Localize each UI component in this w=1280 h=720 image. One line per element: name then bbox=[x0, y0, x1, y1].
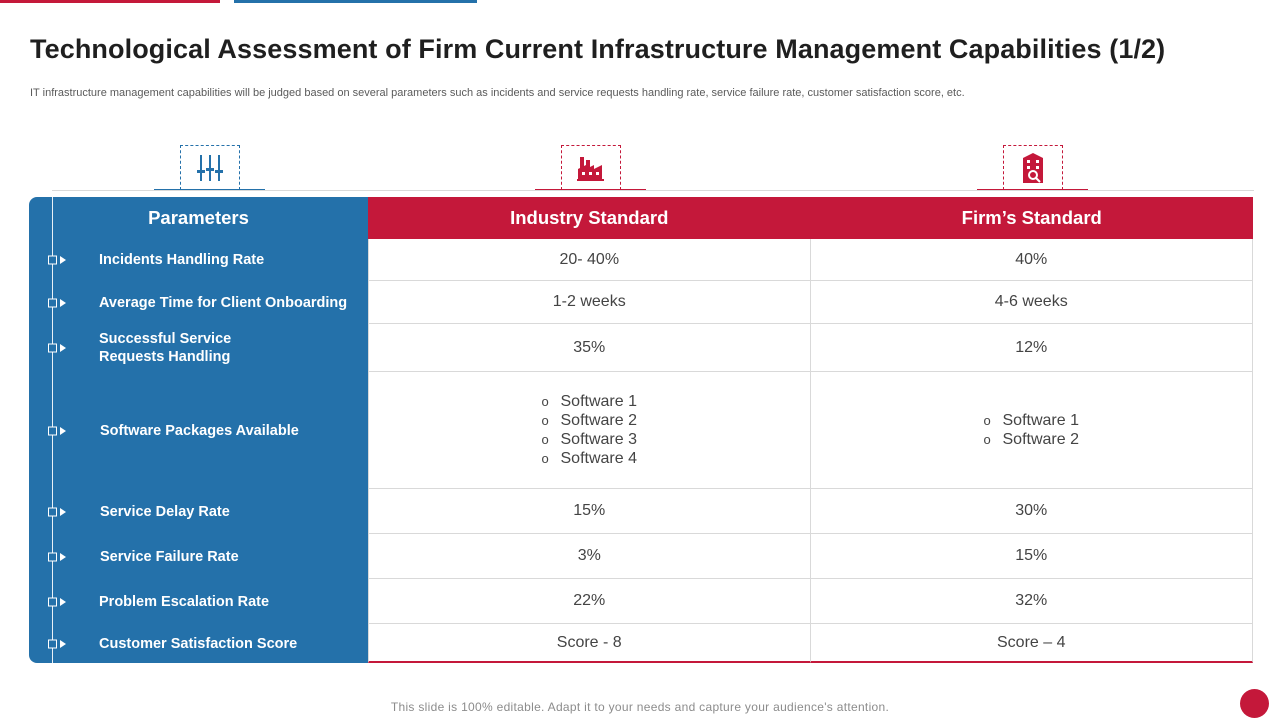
bullet-icon: o bbox=[983, 432, 991, 447]
firm-value: Score – 4 bbox=[810, 624, 1253, 663]
list-item: o Software 1 bbox=[541, 393, 637, 410]
page-badge bbox=[1240, 689, 1269, 718]
timeline-marker bbox=[48, 255, 57, 265]
industry-software-list: o Software 1 o Software 2 o Software 3 o Sof… bbox=[542, 392, 637, 468]
industry-value: 22% bbox=[368, 579, 811, 624]
table-row: Successful Service Requests Handling 35%… bbox=[29, 324, 1253, 372]
arrow-right-icon bbox=[60, 552, 66, 561]
parameter-label: Service Failure Rate bbox=[100, 548, 239, 565]
table-row: Service Delay Rate 15% 30% bbox=[29, 489, 1253, 534]
parameter-cell: Successful Service Requests Handling bbox=[29, 324, 368, 372]
arrow-right-icon bbox=[60, 507, 66, 516]
timeline-marker bbox=[48, 343, 57, 353]
firm-value: 32% bbox=[810, 579, 1253, 624]
bullet-icon: o bbox=[541, 432, 549, 447]
industry-value: 1-2 weeks bbox=[368, 281, 811, 324]
table-row: Software Packages Available o Software 1 … bbox=[29, 372, 1253, 489]
parameter-cell: Service Failure Rate bbox=[29, 534, 368, 579]
timeline-marker bbox=[48, 552, 57, 561]
industry-value: 35% bbox=[368, 324, 811, 372]
arrow-right-icon bbox=[60, 639, 66, 648]
industry-value: Score - 8 bbox=[368, 624, 811, 663]
industry-value: 15% bbox=[368, 489, 811, 534]
industry-software-list-cell: o Software 1 o Software 2 o Software 3 o Sof… bbox=[368, 372, 811, 489]
timeline-marker bbox=[48, 507, 57, 516]
industry-standard-header: Industry Standard bbox=[510, 207, 669, 228]
parameter-cell: Software Packages Available bbox=[29, 372, 368, 489]
parameters-icon-frame bbox=[180, 145, 240, 190]
top-accent-blue-bar bbox=[234, 0, 477, 3]
sliders-icon bbox=[197, 154, 223, 181]
top-accent-red-bar bbox=[0, 0, 220, 3]
page-subtitle: IT infrastructure management capabilitie… bbox=[30, 87, 965, 99]
list-item: o Software 2 bbox=[541, 412, 637, 429]
building-icon bbox=[1023, 152, 1043, 183]
industry-value: 20- 40% bbox=[368, 239, 811, 281]
parameter-cell: Service Delay Rate bbox=[29, 489, 368, 534]
standards-header-row: Industry Standard Firm’s Standard bbox=[368, 197, 1253, 239]
firm-standard-header: Firm’s Standard bbox=[961, 207, 1102, 228]
table-row: Customer Satisfaction Score Score - 8 Sc… bbox=[29, 624, 1253, 663]
firm-value: 30% bbox=[810, 489, 1253, 534]
parameter-cell: Incidents Handling Rate bbox=[29, 239, 368, 281]
table-row: Average Time for Client Onboarding 1-2 w… bbox=[29, 281, 1253, 324]
industry-value: 3% bbox=[368, 534, 811, 579]
parameter-label: Successful Service Requests Handling bbox=[99, 331, 232, 365]
bullet-icon: o bbox=[983, 413, 991, 428]
firm-value: 4-6 weeks bbox=[810, 281, 1253, 324]
industry-icon-frame bbox=[561, 145, 621, 190]
table-row: Service Failure Rate 3% 15% bbox=[29, 534, 1253, 579]
arrow-right-icon bbox=[60, 256, 66, 264]
bullet-icon: o bbox=[541, 413, 549, 428]
timeline-marker bbox=[48, 639, 57, 648]
parameter-label: Customer Satisfaction Score bbox=[99, 635, 298, 652]
parameter-label: Incidents Handling Rate bbox=[99, 252, 265, 268]
parameter-label: Problem Escalation Rate bbox=[99, 593, 270, 610]
comparison-table: Parameters Industry Standard Firm’s Stan… bbox=[29, 197, 1253, 663]
list-item: o Software 2 bbox=[983, 431, 1079, 448]
parameter-cell: Customer Satisfaction Score bbox=[29, 624, 368, 663]
parameter-label: Software Packages Available bbox=[100, 422, 299, 439]
firm-icon-frame bbox=[1003, 145, 1063, 190]
table-row: Incidents Handling Rate 20- 40% 40% bbox=[29, 239, 1253, 281]
firm-software-list: o Software 1 o Software 2 bbox=[984, 411, 1079, 449]
timeline-marker bbox=[48, 426, 57, 435]
parameters-panel bbox=[29, 197, 368, 663]
timeline-marker bbox=[48, 298, 57, 307]
table-row: Problem Escalation Rate 22% 32% bbox=[29, 579, 1253, 624]
firm-software-list-cell: o Software 1 o Software 2 bbox=[810, 372, 1253, 489]
list-item: o Software 1 bbox=[983, 412, 1079, 429]
firm-value: 12% bbox=[810, 324, 1253, 372]
parameter-cell: Problem Escalation Rate bbox=[29, 579, 368, 624]
list-item: o Software 4 bbox=[541, 450, 637, 467]
footer-text: This slide is 100% editable. Adapt it to… bbox=[390, 700, 890, 714]
arrow-right-icon bbox=[60, 426, 66, 435]
parameter-label: Service Delay Rate bbox=[100, 503, 230, 520]
parameter-label: Average Time for Client Onboarding bbox=[99, 294, 348, 311]
firm-value: 15% bbox=[810, 534, 1253, 579]
arrow-right-icon bbox=[60, 298, 66, 307]
parameters-header: Parameters bbox=[148, 207, 249, 228]
arrow-right-icon bbox=[60, 597, 66, 606]
bullet-icon: o bbox=[541, 451, 549, 466]
table-top-rule bbox=[52, 190, 1254, 191]
firm-value: 40% bbox=[810, 239, 1253, 281]
parameter-cell: Average Time for Client Onboarding bbox=[29, 281, 368, 324]
page-title: Technological Assessment of Firm Current… bbox=[30, 34, 1166, 64]
bullet-icon: o bbox=[541, 394, 549, 409]
timeline-marker bbox=[48, 597, 57, 606]
factory-icon bbox=[577, 156, 604, 181]
footer-note: This slide is 100% editable. Adapt it to… bbox=[0, 700, 1280, 714]
arrow-right-icon bbox=[60, 344, 66, 352]
list-item: o Software 3 bbox=[541, 431, 637, 448]
